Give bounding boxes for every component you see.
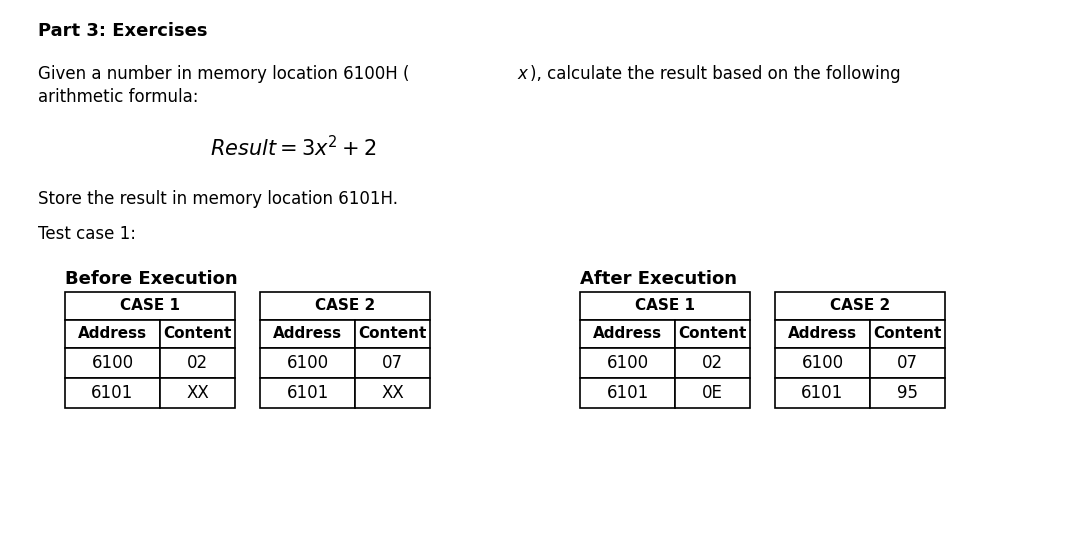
- Bar: [65, 378, 160, 408]
- Bar: [355, 348, 430, 378]
- Bar: [775, 320, 870, 348]
- Text: 07: 07: [382, 354, 403, 372]
- Text: CASE 2: CASE 2: [314, 299, 375, 313]
- Bar: [675, 320, 750, 348]
- Bar: [260, 320, 355, 348]
- Bar: [581, 292, 750, 320]
- Bar: [775, 292, 945, 320]
- Bar: [65, 320, 160, 348]
- Bar: [870, 320, 945, 348]
- Text: arithmetic formula:: arithmetic formula:: [38, 88, 198, 106]
- Bar: [355, 378, 430, 408]
- Text: 95: 95: [897, 384, 918, 402]
- Bar: [581, 320, 675, 348]
- Bar: [260, 292, 430, 320]
- Text: Given a number in memory location 6100H (: Given a number in memory location 6100H …: [38, 65, 409, 83]
- Bar: [775, 348, 870, 378]
- Text: Test case 1:: Test case 1:: [38, 225, 136, 243]
- Text: 02: 02: [702, 354, 723, 372]
- Text: 6101: 6101: [286, 384, 328, 402]
- Text: 6101: 6101: [92, 384, 134, 402]
- Text: Address: Address: [78, 326, 148, 342]
- Bar: [160, 378, 235, 408]
- Bar: [65, 292, 235, 320]
- Text: $\mathit{Result} = \mathit{3x^2} + \mathit{2}$: $\mathit{Result} = \mathit{3x^2} + \math…: [210, 135, 376, 160]
- Text: Before Execution: Before Execution: [65, 270, 238, 288]
- Bar: [160, 348, 235, 378]
- Bar: [355, 320, 430, 348]
- Text: Address: Address: [272, 326, 342, 342]
- Text: Content: Content: [679, 326, 746, 342]
- Bar: [581, 378, 675, 408]
- Text: x: x: [517, 65, 527, 83]
- Text: 02: 02: [187, 354, 208, 372]
- Bar: [160, 320, 235, 348]
- Text: 6100: 6100: [606, 354, 648, 372]
- Bar: [870, 348, 945, 378]
- Text: After Execution: After Execution: [581, 270, 737, 288]
- Text: XX: XX: [381, 384, 404, 402]
- Text: 6100: 6100: [286, 354, 328, 372]
- Bar: [260, 378, 355, 408]
- Text: Store the result in memory location 6101H.: Store the result in memory location 6101…: [38, 190, 398, 208]
- Bar: [675, 348, 750, 378]
- Bar: [870, 378, 945, 408]
- Bar: [260, 348, 355, 378]
- Text: 07: 07: [897, 354, 918, 372]
- Text: CASE 2: CASE 2: [830, 299, 890, 313]
- Text: 0E: 0E: [702, 384, 723, 402]
- Text: 6101: 6101: [801, 384, 843, 402]
- Text: 6100: 6100: [801, 354, 843, 372]
- Bar: [675, 378, 750, 408]
- Bar: [581, 348, 675, 378]
- Text: CASE 1: CASE 1: [120, 299, 180, 313]
- Text: 6100: 6100: [92, 354, 134, 372]
- Text: Content: Content: [359, 326, 426, 342]
- Text: Part 3: Exercises: Part 3: Exercises: [38, 22, 208, 40]
- Text: 6101: 6101: [606, 384, 648, 402]
- Bar: [775, 378, 870, 408]
- Text: Content: Content: [164, 326, 232, 342]
- Text: ), calculate the result based on the following: ), calculate the result based on the fol…: [530, 65, 900, 83]
- Text: Address: Address: [593, 326, 662, 342]
- Text: Content: Content: [873, 326, 941, 342]
- Text: Address: Address: [788, 326, 857, 342]
- Text: CASE 1: CASE 1: [635, 299, 695, 313]
- Bar: [65, 348, 160, 378]
- Text: XX: XX: [186, 384, 209, 402]
